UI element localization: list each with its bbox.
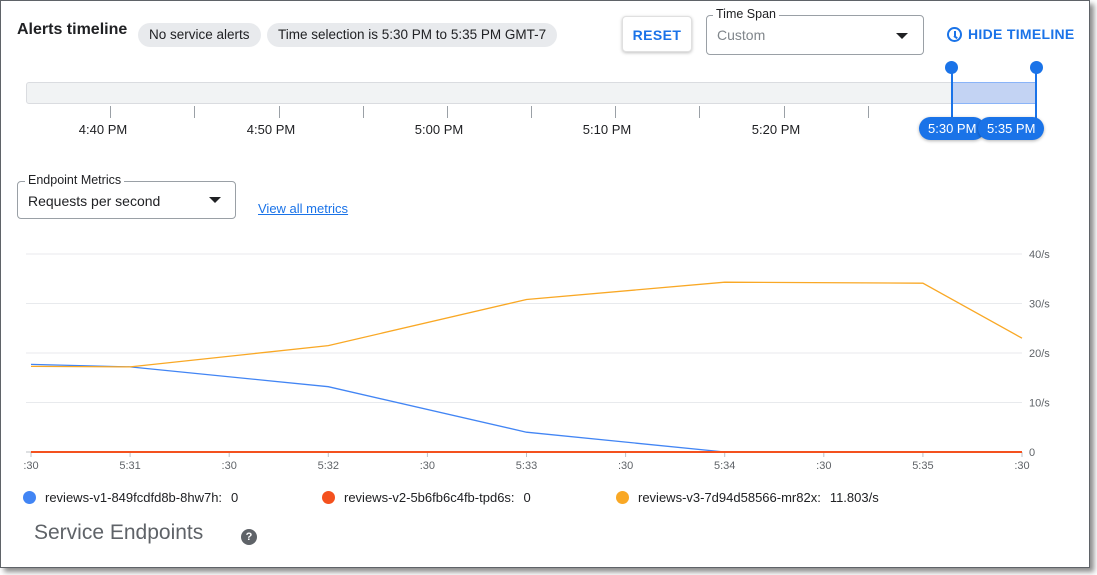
selection-start-chip[interactable]: 5:30 PM: [919, 117, 986, 140]
timeline-tick: [531, 106, 532, 118]
hide-timeline-label: HIDE TIMELINE: [968, 26, 1075, 42]
x-tick-label: 5:31: [119, 460, 140, 472]
view-all-metrics-link[interactable]: View all metrics: [258, 201, 349, 216]
timeline-tick-label: 4:50 PM: [246, 122, 296, 137]
legend-dot: [23, 491, 36, 504]
selection-end-handle-line: [1035, 67, 1037, 119]
x-tick-label: 5:35: [912, 460, 933, 472]
y-tick-label: 20/s: [1029, 348, 1050, 360]
series-line: [30, 281, 1023, 368]
x-tick-label: :30: [420, 460, 435, 472]
timeline-tick: [110, 106, 112, 118]
x-tick-label: 5:32: [318, 460, 339, 472]
legend-item: reviews-v2-5b6fb6c4fb-tpd6s: 0: [322, 490, 531, 505]
legend-dot: [616, 491, 629, 504]
chevron-down-icon: [209, 197, 221, 203]
timeline-selection-range[interactable]: [951, 82, 1036, 104]
legend-item: reviews-v3-7d94d58566-mr82x: 11.803/s: [616, 490, 879, 505]
timeline-tick: [194, 106, 196, 118]
selection-start-handle-line: [951, 67, 953, 119]
endpoint-metrics-chart: 0 10/s 20/s 30/s 40/s :30 5:31 :30 5:32 :30 5:33 :3…: [23, 249, 1050, 472]
legend-dot: [322, 491, 335, 504]
legend-item: reviews-v1-849fcdfd8b-8hw7h: 0: [23, 490, 238, 505]
x-tick-label: :30: [816, 460, 831, 472]
help-circle-icon[interactable]: ?: [241, 529, 257, 545]
timeline-tick: [362, 106, 364, 118]
x-tick-label: :30: [23, 460, 38, 472]
timeline-tick: [278, 106, 280, 118]
time-span-value: Custom: [717, 27, 766, 43]
chevron-down-icon: [896, 33, 908, 39]
service-endpoints-title: Service Endpoints: [34, 521, 204, 544]
clock-icon: [947, 26, 962, 42]
x-tick-label: 5:34: [714, 460, 735, 472]
x-tick-label: 5:33: [516, 460, 537, 472]
legend-series-name: reviews-v1-849fcdfd8b-8hw7h:: [45, 490, 223, 505]
timeline-tick-label: 4:40 PM: [78, 122, 128, 137]
timeline-tick-label: 5:20 PM: [751, 122, 801, 137]
endpoint-metrics-value: Requests per second: [28, 193, 161, 209]
x-tick-label: :30: [618, 460, 633, 472]
selection-start-handle[interactable]: [945, 61, 958, 74]
legend-series-name: reviews-v3-7d94d58566-mr82x:: [638, 490, 821, 505]
timeline-tick: [446, 106, 448, 118]
timeline-tick-label: 5:00 PM: [414, 122, 464, 137]
alerts-timeline-title: Alerts timeline: [17, 21, 128, 38]
legend-series-value: 11.803/s: [829, 490, 879, 505]
endpoint-metrics-label: Endpoint Metrics: [25, 173, 125, 187]
time-selection-chip: Time selection is 5:30 PM to 5:35 PM GMT…: [267, 23, 558, 47]
selection-end-chip[interactable]: 5:35 PM: [978, 117, 1045, 140]
legend-series-name: reviews-v2-5b6fb6c4fb-tpd6s:: [344, 490, 515, 505]
x-tick-label: :30: [222, 460, 237, 472]
hide-timeline-button[interactable]: HIDE TIMELINE: [947, 24, 1075, 44]
y-tick-label: 10/s: [1029, 398, 1050, 410]
series-line: [30, 363, 1022, 453]
timeline-track[interactable]: [26, 82, 1036, 104]
y-tick-label: 30/s: [1029, 299, 1050, 311]
x-tick-label: :30: [1014, 460, 1029, 472]
timeline-tick: [783, 106, 785, 118]
y-tick-label: 40/s: [1029, 249, 1050, 261]
time-span-label: Time Span: [713, 7, 779, 21]
timeline-tick-label: 5:10 PM: [582, 122, 632, 137]
legend-series-value: 0: [523, 490, 531, 505]
y-tick-label: 0: [1029, 447, 1035, 459]
service-alerts-chip: No service alerts: [138, 23, 261, 47]
timeline-tick: [615, 106, 617, 118]
selection-end-handle[interactable]: [1030, 61, 1043, 74]
endpoint-metrics-select[interactable]: Requests per second: [17, 181, 236, 219]
time-span-select[interactable]: Custom: [706, 15, 924, 55]
reset-button[interactable]: RESET: [622, 16, 692, 52]
legend-series-value: 0: [231, 490, 239, 505]
timeline-tick: [867, 106, 869, 118]
timeline-tick: [699, 106, 701, 118]
